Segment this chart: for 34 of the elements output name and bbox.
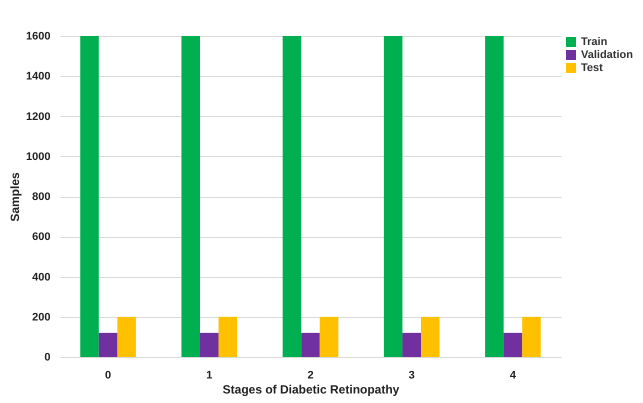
bar: [282, 36, 302, 357]
y-tick-label: 600: [32, 231, 50, 244]
x-tick-label: 2: [307, 370, 314, 382]
y-tick-label: 1400: [26, 70, 50, 83]
bar: [485, 36, 504, 357]
y-tick-label: 800: [32, 191, 50, 203]
bar: [320, 316, 338, 357]
legend-label: Test: [581, 62, 604, 74]
bar: [218, 316, 238, 357]
bar: [384, 36, 402, 357]
bar: [301, 332, 320, 357]
x-tick-label: 3: [408, 370, 415, 382]
bar: [420, 316, 440, 357]
y-tick-label: 1000: [26, 150, 50, 163]
x-tick-label: 0: [105, 370, 112, 382]
legend-label: Validation: [581, 49, 634, 61]
bar: [402, 332, 421, 357]
bar: [504, 332, 522, 357]
x-tick-label: 4: [510, 370, 517, 382]
bar: [522, 316, 541, 357]
bar: [80, 36, 99, 357]
bar: [98, 332, 118, 357]
y-tick-label: 1200: [26, 110, 50, 123]
legend-label: Train: [581, 36, 608, 48]
y-axis-title: Samples: [8, 172, 22, 222]
bar: [181, 36, 200, 357]
bar: [117, 316, 136, 357]
y-tick-label: 200: [32, 311, 50, 324]
bar: [200, 332, 219, 357]
y-tick-label: 1600: [26, 30, 50, 42]
x-axis-title: Stages of Diabetic Retinopathy: [222, 382, 400, 396]
y-tick-label: 0: [44, 352, 50, 364]
x-tick-label: 1: [206, 370, 212, 382]
y-tick-label: 400: [32, 271, 50, 284]
